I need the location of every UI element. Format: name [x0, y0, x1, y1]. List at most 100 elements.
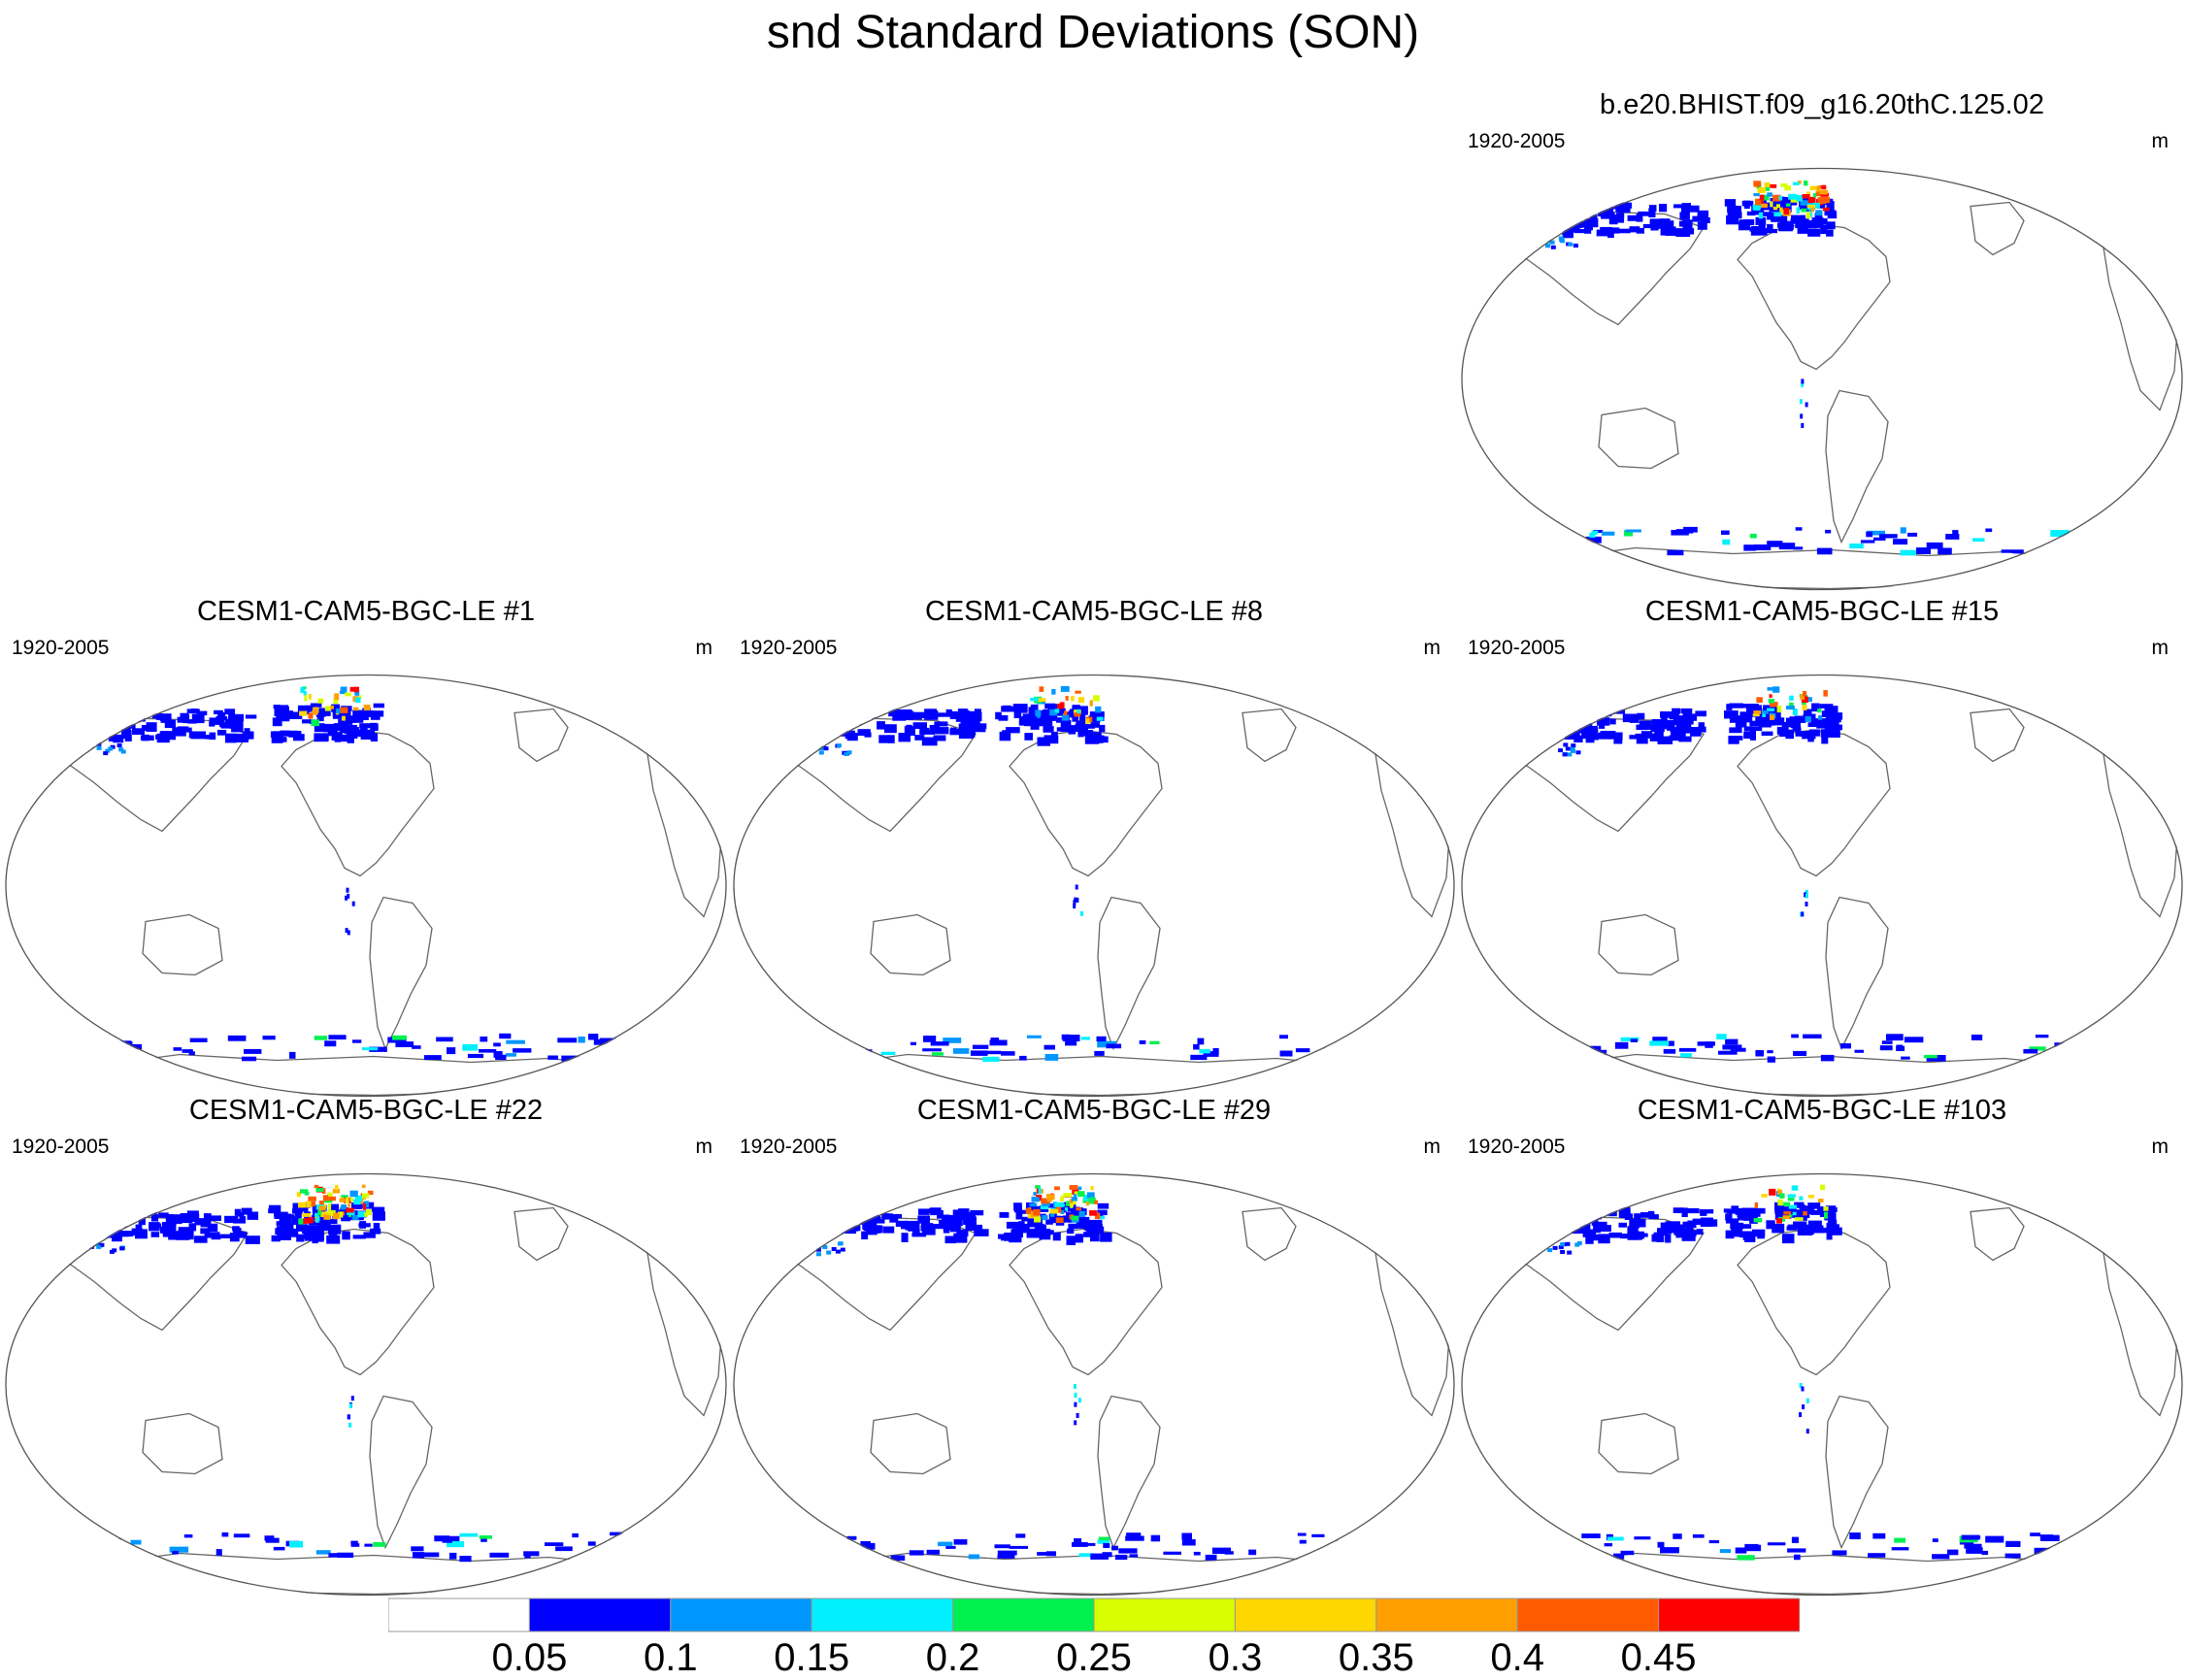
map-border [1461, 167, 2183, 591]
snow-std-cell [1660, 226, 1671, 236]
snow-std-cell [1567, 752, 1573, 757]
snow-std-cell [1825, 529, 1832, 534]
snow-std-cell [998, 1234, 1007, 1239]
snow-std-cell [1815, 210, 1823, 216]
snow-std-cell [1591, 530, 1599, 535]
snow-std-cell [119, 1231, 132, 1237]
snow-std-cell [1630, 1038, 1638, 1042]
snow-std-cell [917, 1208, 930, 1215]
snow-std-cell [1807, 1220, 1822, 1227]
snow-std-cell [2068, 1043, 2079, 1047]
snow-std-cell [347, 1210, 355, 1215]
snow-std-cell [963, 1216, 977, 1225]
snow-std-cell [1718, 1050, 1738, 1055]
snow-std-cell [1059, 1203, 1065, 1207]
snow-std-cell [1093, 695, 1100, 702]
snow-std-cell [1046, 1194, 1055, 1201]
snow-std-cell [277, 1231, 291, 1240]
snow-std-cell [1581, 1533, 1601, 1538]
snow-std-cell [336, 708, 341, 714]
snow-std-cell [233, 1218, 246, 1224]
snow-std-cell [588, 1034, 599, 1040]
snow-std-cell [348, 1422, 352, 1428]
snow-std-cell [1725, 1213, 1733, 1221]
snow-std-cell [1681, 203, 1691, 209]
snow-std-cell [1746, 211, 1756, 216]
snow-std-cell [164, 719, 176, 729]
snow-std-cell [1761, 1194, 1768, 1198]
snow-std-cell [1681, 1207, 1688, 1217]
snow-std-cell [1652, 1037, 1668, 1043]
snow-std-cell [315, 1217, 319, 1223]
snow-std-cell [1591, 1221, 1607, 1226]
snow-std-cell [1774, 1211, 1782, 1220]
snow-std-cell [1860, 540, 1875, 544]
snow-std-cell [513, 1048, 532, 1053]
snow-std-cell [244, 1048, 262, 1054]
snow-std-cell [1044, 1054, 1059, 1061]
snow-std-cell [999, 1211, 1010, 1218]
snow-std-cell [1809, 185, 1819, 191]
snow-std-cell [340, 686, 348, 691]
snow-std-cell [412, 1552, 425, 1559]
coastline [1499, 1215, 1705, 1332]
snow-std-cell [1725, 1218, 1739, 1224]
snow-std-cell [118, 747, 124, 752]
snow-std-cell [327, 1209, 336, 1216]
snow-std-cell [1618, 228, 1631, 234]
snow-std-cell [1193, 1551, 1201, 1556]
snow-std-cell [1071, 1215, 1079, 1221]
snow-std-cell [1559, 221, 1570, 229]
snow-std-cell [945, 1545, 956, 1549]
panel-units: m [2151, 637, 2169, 659]
snow-std-cell [1807, 196, 1816, 204]
coastline [281, 1228, 435, 1376]
snow-std-cell [1675, 722, 1692, 732]
snow-std-cell [1589, 714, 1599, 720]
snow-std-cell [270, 731, 281, 738]
snow-std-cell [1682, 219, 1693, 229]
snow-std-cell [1279, 1035, 1288, 1039]
snow-std-cell [1069, 1199, 1076, 1205]
snow-std-cell [160, 718, 172, 723]
snow-std-cell [1082, 724, 1095, 729]
snow-std-cell [1743, 1211, 1758, 1221]
snow-std-cell [1224, 1551, 1234, 1555]
snow-std-cell [1802, 696, 1808, 703]
snow-std-cell [506, 1039, 525, 1044]
snow-std-cell [934, 721, 948, 727]
snow-std-cell [1687, 228, 1695, 235]
snow-std-cell [1567, 1250, 1573, 1255]
snow-std-cell [1040, 1204, 1049, 1210]
snow-std-cell [1886, 1034, 1904, 1041]
snow-std-cell [447, 1541, 464, 1548]
snow-std-cell [272, 717, 282, 727]
snow-std-cell [1588, 548, 1606, 556]
snow-std-cell [1692, 1218, 1706, 1226]
colorbar-swatch [388, 1598, 530, 1632]
snow-std-cell [1627, 214, 1640, 221]
snow-std-cell [1039, 686, 1044, 692]
snow-std-cell [1070, 1203, 1074, 1208]
snow-std-cell [1312, 1054, 1324, 1061]
snow-std-cell [1766, 228, 1777, 234]
snow-std-cell [1824, 706, 1838, 714]
snow-std-cell [1577, 1214, 1591, 1219]
snow-std-cell [1074, 712, 1081, 717]
snow-std-cell [1037, 1552, 1054, 1556]
snow-std-cell [1872, 1532, 1886, 1539]
snow-std-cell [1568, 242, 1573, 247]
snow-std-cell [1053, 708, 1066, 714]
snow-std-cell [1589, 532, 1596, 538]
snow-std-cell [480, 1037, 488, 1042]
snow-std-cell [1622, 713, 1638, 723]
snow-std-cell [186, 708, 200, 714]
snow-std-cell [317, 723, 325, 730]
snow-std-cell [1614, 202, 1630, 209]
snow-std-cell [1731, 1228, 1743, 1234]
snow-std-cell [1606, 227, 1620, 234]
snow-std-cell [1078, 1553, 1094, 1558]
snow-std-cell [370, 733, 379, 741]
snow-std-cell [1743, 731, 1752, 740]
snow-std-cell [997, 1555, 1015, 1559]
